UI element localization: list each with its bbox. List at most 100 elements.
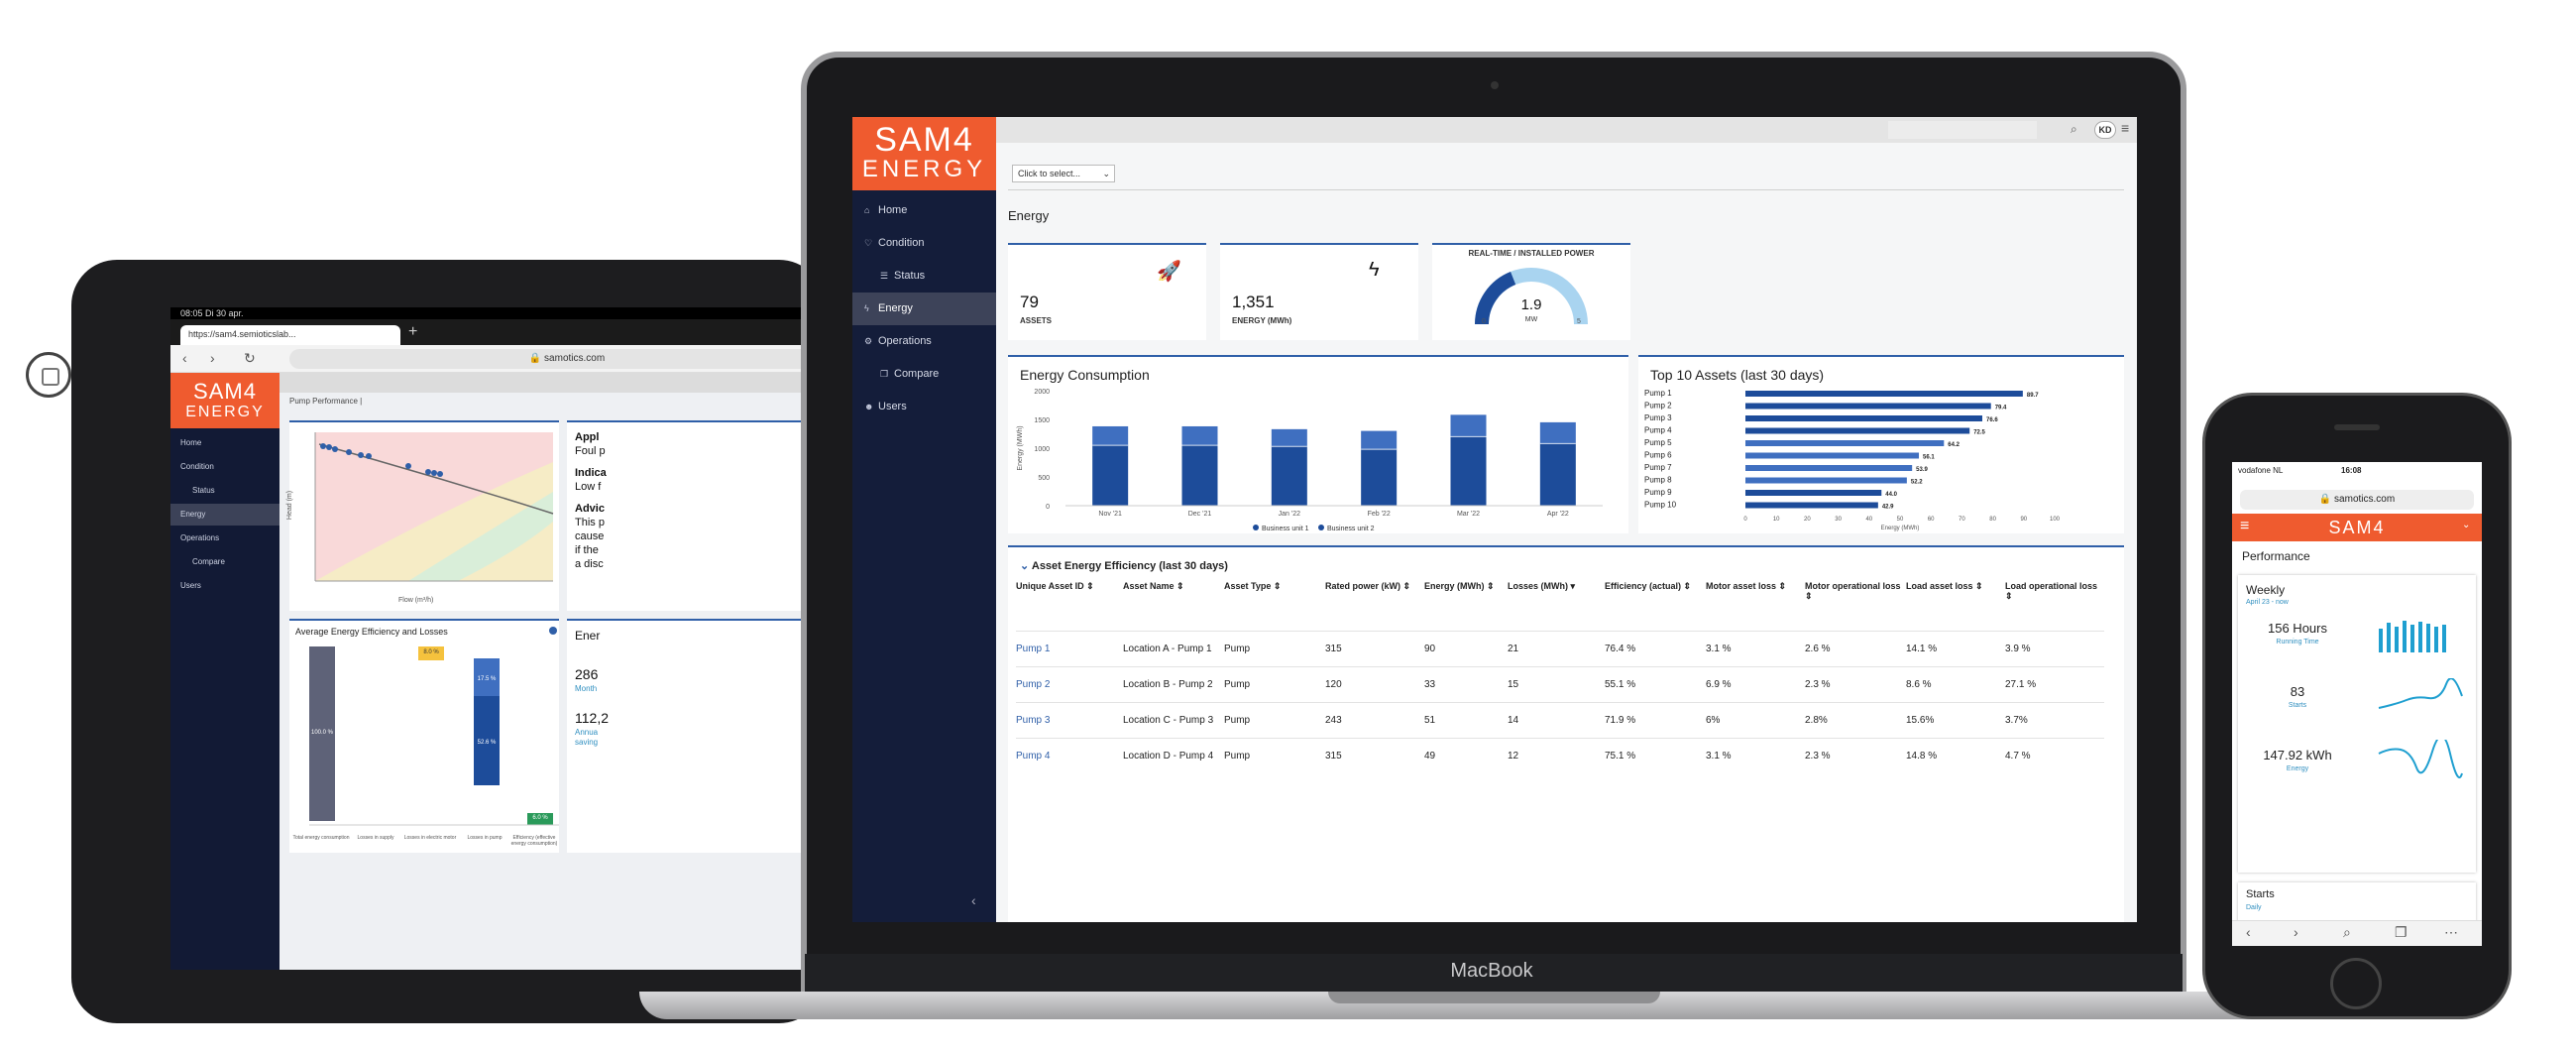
tablet-nav-energy[interactable]: Energy (170, 504, 280, 526)
table-cell: 14.8 % (1906, 737, 2005, 773)
avatar[interactable]: KD (2094, 121, 2116, 139)
column-header[interactable]: Load operational loss ⇕ (2005, 581, 2098, 601)
phone-speaker (2334, 424, 2380, 430)
column-header[interactable]: Asset Type ⇕ (1224, 581, 1282, 591)
phone-screen: vodafone NL 16:08 🔒 samotics.com ≡ SAM4 … (2232, 462, 2482, 946)
table-row[interactable]: Pump 3 Location C - Pump 3 Pump 243 51 14 71.9… (1016, 701, 2104, 738)
table-row[interactable]: Pump 2 Location B - Pump 2 Pump 120 33 15 55.1… (1016, 665, 2104, 702)
logo[interactable]: SAM4 ENERGY (852, 117, 996, 190)
pump-curve-x-label: Flow (m³/h) (398, 597, 434, 604)
more-icon[interactable]: ⋯ (2444, 924, 2458, 940)
legend-dot (1253, 525, 1259, 530)
tablet-home-button[interactable] (26, 352, 71, 398)
waterfall-label: 100.0 % (310, 730, 334, 736)
phone-home-button[interactable] (2330, 958, 2382, 1009)
sidebar-item-condition[interactable]: ♡ Condition (852, 227, 996, 260)
tablet-nav-users[interactable]: Users (180, 581, 201, 590)
sidebar-item-label: Users (878, 401, 907, 412)
phone-address-field[interactable]: 🔒 samotics.com (2240, 490, 2474, 510)
sidebar-item-compare[interactable]: ❐ Compare (852, 358, 996, 391)
phone-logo: SAM4 (2328, 518, 2386, 537)
tablet-energy-title: Ener (575, 629, 601, 643)
tablet-nav-home[interactable]: Home (180, 438, 202, 447)
bar (1745, 391, 2023, 397)
column-header[interactable]: Load asset loss ⇕ (1906, 581, 1983, 591)
tablet-nav-condition[interactable]: Condition (180, 462, 214, 471)
search-input[interactable] (1888, 121, 2037, 139)
category-label: Pump 4 (1644, 426, 1672, 435)
tablet-nav-compare[interactable]: Compare (192, 557, 225, 566)
sidebar-item-energy[interactable]: ϟ Energy (852, 293, 996, 325)
bar (1745, 403, 1991, 410)
logo-bottom: ENERGY (861, 156, 987, 182)
sidebar-icon: ⌂ (864, 205, 870, 215)
asset-id-link[interactable]: Pump 3 (1016, 701, 1123, 738)
gauge-unit: MW (1524, 316, 1538, 323)
column-header[interactable]: Motor asset loss ⇕ (1706, 581, 1787, 591)
asset-select[interactable]: Click to select... ⌄ (1012, 165, 1115, 182)
back-icon[interactable]: ‹ (2246, 924, 2251, 940)
x-tick-label: Dec '21 (1188, 511, 1212, 518)
app-title: Appl (575, 431, 600, 443)
table-cell: 51 (1424, 701, 1508, 738)
sidebar-item-operations[interactable]: ⚙ Operations (852, 325, 996, 358)
back-icon[interactable]: ‹ (182, 350, 187, 366)
asset-id-link[interactable]: Pump 1 (1016, 630, 1123, 666)
table-cell: 2.3 % (1805, 665, 1906, 702)
asset-table: Unique Asset ID ⇕ Asset Name ⇕ Asset Type … (1016, 581, 2104, 773)
bar-value-label: 64.2 (1948, 442, 1960, 448)
waterfall-chart (309, 646, 559, 826)
weekly-title: Weekly (2246, 583, 2286, 597)
divider (1008, 189, 2124, 190)
asset-id-link[interactable]: Pump 4 (1016, 737, 1123, 773)
table-cell: 15.6% (1906, 701, 2005, 738)
x-tick-label: 70 (1959, 517, 1965, 523)
column-header[interactable]: Asset Name ⇕ (1123, 581, 1184, 591)
table-cell: 14 (1508, 701, 1605, 738)
sidebar-icon: ⚙ (864, 336, 873, 346)
search-icon[interactable]: ⌕ (2343, 924, 2351, 940)
column-header[interactable]: Rated power (kW) ⇕ (1325, 581, 1411, 591)
reload-icon[interactable]: ↻ (244, 350, 256, 366)
tablet-logo-top: SAM4 (193, 379, 257, 404)
table-cell: 6.9 % (1706, 665, 1805, 702)
app-line: Foul p (575, 445, 606, 457)
column-header[interactable]: Efficiency (actual) ⇕ (1605, 581, 1692, 591)
asset-efficiency-title[interactable]: ⌄ Asset Energy Efficiency (last 30 days) (1020, 559, 1228, 572)
hamburger-icon[interactable]: ≡ (2240, 518, 2250, 534)
info-icon[interactable] (549, 627, 557, 635)
asset-id-link[interactable]: Pump 2 (1016, 665, 1123, 702)
application-text: Appl Foul p Indica Low f Advic This p ca… (575, 430, 607, 571)
sidebar-icon: ☰ (880, 271, 889, 281)
new-tab-icon[interactable]: + (408, 323, 418, 340)
table-row[interactable]: Pump 4 Location D - Pump 4 Pump 315 49 12 75.1… (1016, 737, 2104, 773)
forward-icon[interactable]: › (210, 350, 215, 366)
table-cell: 3.1 % (1706, 737, 1805, 773)
category-label: Pump 2 (1644, 402, 1672, 410)
column-header[interactable]: Energy (MWh) ⇕ (1424, 581, 1495, 591)
column-header[interactable]: Motor operational loss ⇕ (1805, 581, 1901, 601)
x-tick-label: 40 (1865, 517, 1872, 523)
tablet-nav-status[interactable]: Status (192, 486, 215, 495)
chevron-down-icon[interactable]: ⌄ (2462, 520, 2471, 530)
tablet-address-field[interactable]: 🔒 samotics.com (289, 349, 844, 369)
browser-tab[interactable]: https://sam4.semioticslab... (180, 325, 400, 345)
sidebar-item-status[interactable]: ☰ Status (852, 260, 996, 293)
energy-consumption-title: Energy Consumption (1020, 367, 1150, 383)
collapse-sidebar-icon[interactable]: ‹ (971, 892, 976, 908)
menu-icon[interactable]: ≡ (2121, 120, 2130, 136)
search-icon[interactable]: ⌕ (2071, 122, 2077, 136)
forward-icon[interactable]: › (2294, 924, 2298, 940)
energy-consumption-panel: Energy Consumption 0 500 1000 1500 2000 Energ… (1008, 355, 1628, 533)
bar-business-unit-2 (1450, 414, 1487, 437)
tablet-url-text: samotics.com (544, 353, 606, 364)
column-header[interactable]: Unique Asset ID ⇕ (1016, 581, 1094, 591)
legend-label: Business unit 2 (1327, 526, 1375, 532)
x-axis-label: Energy (MWh) (1881, 526, 1920, 531)
column-header[interactable]: Losses (MWh) ▾ (1508, 581, 1576, 591)
sidebar-item-users[interactable]: ☻ Users (852, 391, 996, 423)
tablet-nav-operations[interactable]: Operations (180, 533, 220, 542)
sidebar-item-home[interactable]: ⌂ Home (852, 194, 996, 227)
tabs-icon[interactable]: ❐ (2395, 924, 2408, 940)
table-row[interactable]: Pump 1 Location A - Pump 1 Pump 315 90 21 76.4… (1016, 630, 2104, 666)
